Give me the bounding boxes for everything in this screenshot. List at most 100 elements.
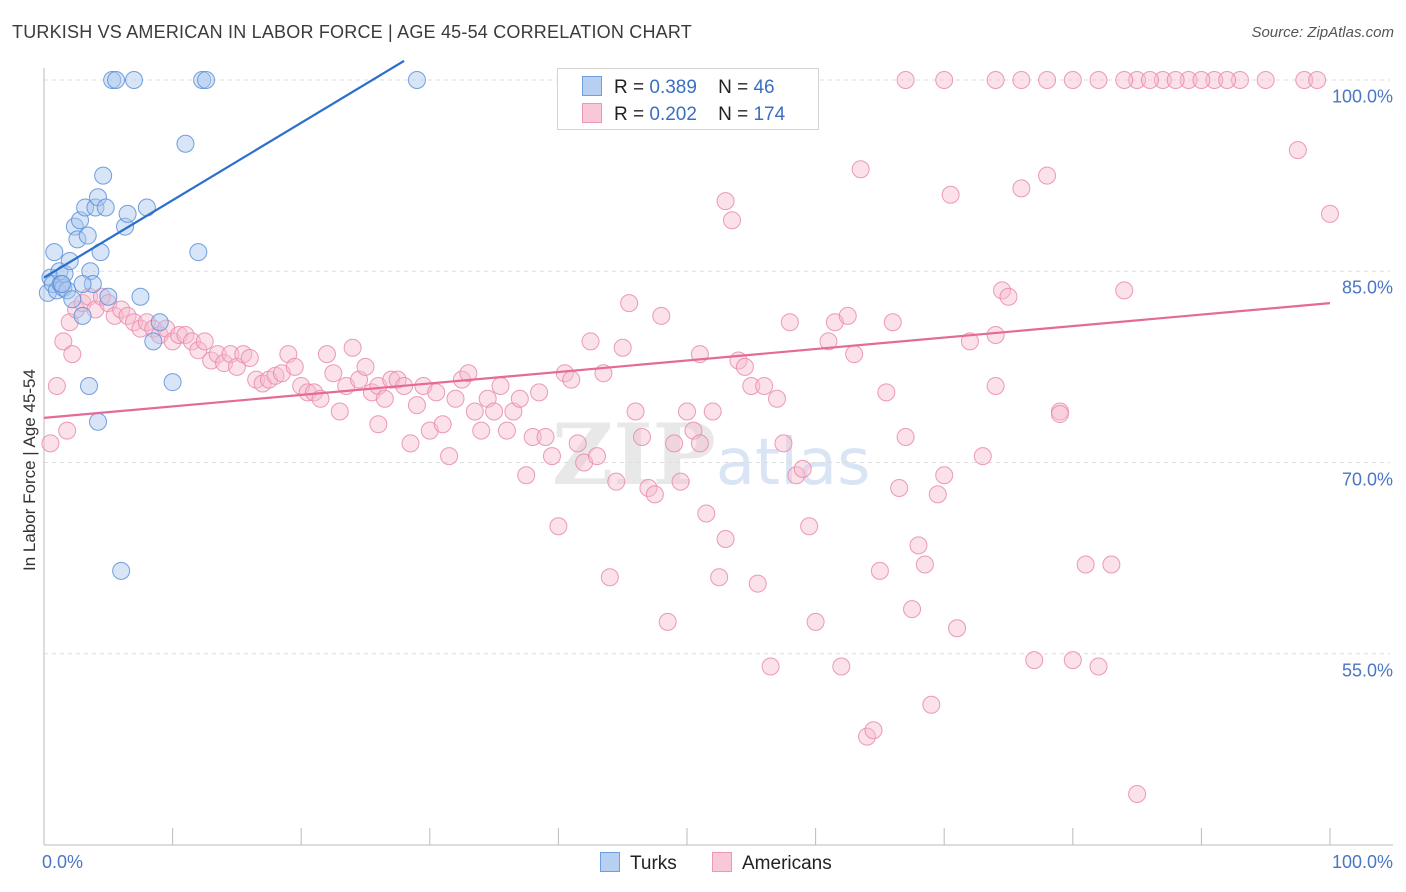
americans-point-57 xyxy=(407,396,426,415)
americans-point-111 xyxy=(755,377,774,395)
turks-point-41 xyxy=(407,71,426,89)
americans-point-152 xyxy=(1089,657,1108,676)
turks-point-35 xyxy=(150,313,169,332)
turks-point-44 xyxy=(53,275,72,293)
americans-point-181 xyxy=(1192,71,1211,89)
americans-point-65 xyxy=(459,364,478,383)
turks-point-40 xyxy=(197,71,216,89)
americans-point-31 xyxy=(240,348,259,367)
turks-point-20 xyxy=(86,198,105,217)
americans-point-118 xyxy=(800,517,819,536)
americans-point-176 xyxy=(1012,71,1031,89)
americans-point-81 xyxy=(562,370,581,389)
americans-r-label: R = xyxy=(614,104,645,125)
americans-point-184 xyxy=(1308,71,1327,89)
americans-point-141 xyxy=(960,332,979,351)
americans-point-127 xyxy=(864,721,883,740)
americans-point-69 xyxy=(485,402,504,421)
americans-point-122 xyxy=(832,657,851,676)
turks-point-13 xyxy=(68,230,87,249)
americans-point-103 xyxy=(703,402,722,421)
turks-point-38 xyxy=(189,243,208,262)
americans-point-12 xyxy=(118,306,137,325)
americans-point-104 xyxy=(710,568,729,587)
americans-point-73 xyxy=(510,389,529,408)
americans-point-94 xyxy=(645,485,664,504)
americans-point-93 xyxy=(639,479,658,497)
watermark-zip: ZIP xyxy=(552,405,716,504)
americans-point-75 xyxy=(523,428,542,446)
americans-point-162 xyxy=(1102,555,1121,574)
americans-point-153 xyxy=(1115,281,1134,300)
americans-point-117 xyxy=(793,459,812,478)
turks-point-30 xyxy=(118,204,137,223)
americans-point-79 xyxy=(549,517,568,536)
americans-point-98 xyxy=(671,472,690,491)
americans-point-131 xyxy=(890,479,909,497)
stats-legend: R = 0.389 N = 46 R = 0.202 N = 174 xyxy=(557,68,819,130)
americans-point-133 xyxy=(903,600,922,619)
americans-point-126 xyxy=(858,727,877,746)
americans-point-120 xyxy=(819,332,838,351)
y-axis-label: In Labor Force | Age 45-54 xyxy=(20,369,39,571)
americans-point-99 xyxy=(678,402,696,421)
americans-point-56 xyxy=(401,434,420,453)
americans-point-22 xyxy=(182,332,201,351)
turks-point-28 xyxy=(112,561,131,580)
americans-point-47 xyxy=(343,338,362,357)
americans-point-147 xyxy=(1025,651,1044,670)
turks-point-25 xyxy=(99,287,118,306)
americans-point-125 xyxy=(851,160,870,179)
americans-point-161 xyxy=(1050,405,1069,424)
americans-point-102 xyxy=(697,504,716,523)
turks-point-15 xyxy=(73,306,92,325)
americans-point-13 xyxy=(125,313,144,332)
americans-point-49 xyxy=(356,357,375,376)
axes xyxy=(43,68,1393,846)
americans-point-77 xyxy=(536,428,555,446)
americans-point-82 xyxy=(568,434,587,453)
americans-point-169 xyxy=(1179,71,1198,89)
americans-point-170 xyxy=(1153,71,1172,89)
americans-point-158 xyxy=(690,434,709,453)
americans-point-88 xyxy=(607,472,626,491)
americans-point-44 xyxy=(324,364,343,383)
turks-point-32 xyxy=(131,287,150,306)
americans-point-146 xyxy=(1012,179,1031,198)
americans-point-129 xyxy=(877,383,896,402)
americans-point-23 xyxy=(189,341,208,360)
americans-point-106 xyxy=(723,211,742,230)
americans-point-62 xyxy=(440,447,459,466)
turks-point-16 xyxy=(76,198,95,217)
americans-point-180 xyxy=(1218,71,1237,89)
americans-point-154 xyxy=(1128,785,1147,803)
americans-point-136 xyxy=(922,695,941,714)
americans-point-61 xyxy=(433,415,452,434)
turks-points xyxy=(38,71,426,580)
americans-point-114 xyxy=(774,434,793,453)
americans-point-0 xyxy=(41,434,60,453)
americans-point-110 xyxy=(748,574,767,593)
americans-point-108 xyxy=(735,357,754,376)
americans-point-172 xyxy=(1115,71,1134,89)
americans-point-157 xyxy=(369,415,388,434)
turks-trend-line xyxy=(43,59,405,279)
bottom-americans-label: Americans xyxy=(742,853,832,874)
americans-point-2 xyxy=(54,332,73,351)
americans-point-137 xyxy=(928,485,947,504)
americans-point-71 xyxy=(497,421,516,440)
y-tick-label-100: 100.0% xyxy=(1331,86,1393,107)
americans-point-151 xyxy=(1076,555,1095,574)
americans-points xyxy=(41,71,1339,803)
turks-point-11 xyxy=(63,290,82,309)
americans-point-116 xyxy=(787,466,806,485)
americans-point-11 xyxy=(112,300,131,319)
americans-point-178 xyxy=(935,71,954,89)
chart-title: TURKISH VS AMERICAN IN LABOR FORCE | AGE… xyxy=(12,22,692,42)
americans-point-135 xyxy=(915,555,934,574)
turks-point-19 xyxy=(83,275,102,293)
americans-point-132 xyxy=(896,428,915,446)
legend-row-americans: R = 0.202 N = 174 xyxy=(582,103,785,126)
americans-point-52 xyxy=(375,389,394,408)
americans-r-value: 0.202 xyxy=(649,104,697,125)
